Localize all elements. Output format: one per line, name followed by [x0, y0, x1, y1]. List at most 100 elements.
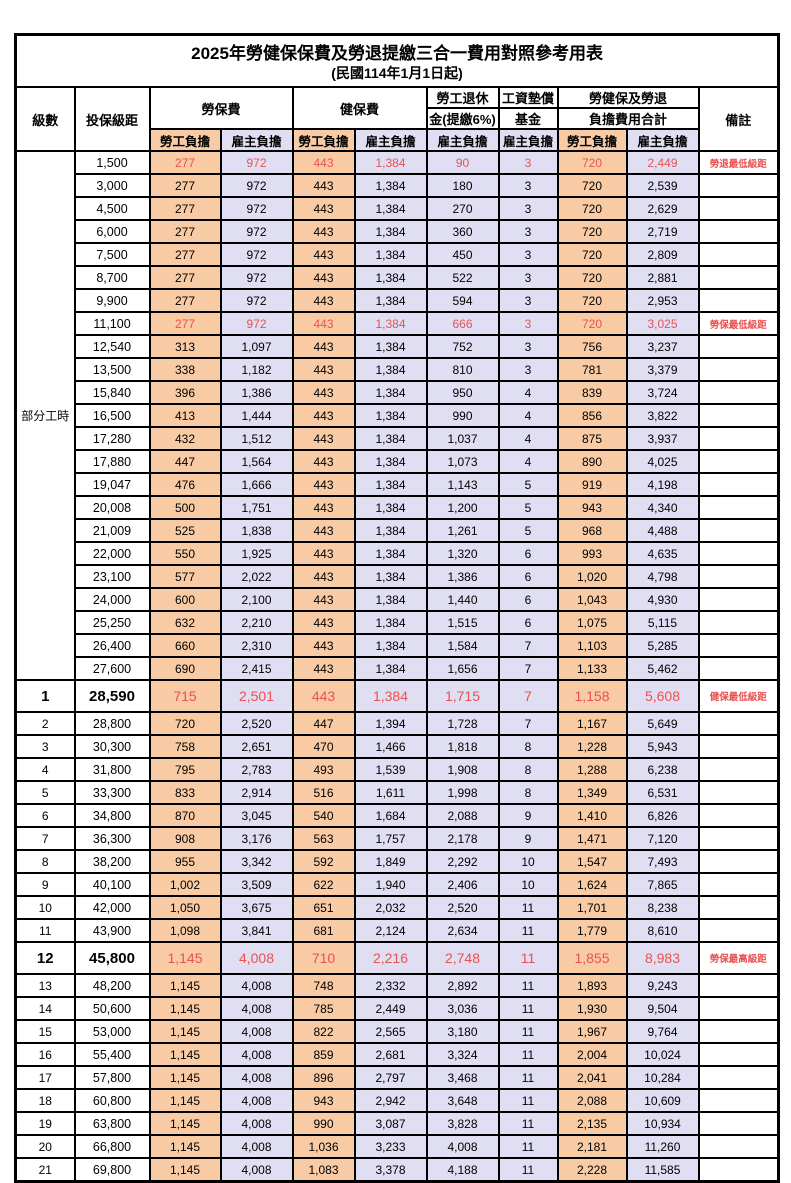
cell-health-employee: 896	[291, 1065, 356, 1090]
cell-labor-employee: 1,145	[148, 996, 222, 1021]
cell-salary: 20,008	[73, 495, 151, 520]
cell-health-employer: 1,384	[353, 357, 428, 382]
cell-salary: 25,250	[73, 610, 151, 635]
cell-fund-employer: 5	[497, 472, 559, 497]
col-header-note: 備註	[697, 86, 780, 152]
cell-note	[697, 288, 780, 313]
cell-note	[697, 633, 780, 658]
cell-total-employer: 2,449	[625, 150, 700, 175]
cell-salary: 21,009	[73, 518, 151, 543]
cell-note	[697, 849, 780, 874]
cell-health-employee: 443	[291, 196, 356, 221]
cell-labor-employee: 1,145	[148, 1157, 222, 1183]
cell-labor-employee: 833	[148, 780, 222, 805]
cell-level: 1	[14, 679, 76, 713]
cell-labor-employer: 4,008	[219, 1111, 294, 1136]
cell-fund-employer: 3	[497, 196, 559, 221]
cell-labor-employer: 2,501	[219, 679, 294, 713]
cell-salary: 1,500	[73, 150, 151, 175]
cell-labor-employer: 4,008	[219, 1157, 294, 1183]
cell-health-employee: 443	[291, 472, 356, 497]
cell-health-employee: 443	[291, 518, 356, 543]
cell-labor-employee: 1,145	[148, 1088, 222, 1113]
cell-health-employee: 443	[291, 265, 356, 290]
cell-labor-employer: 2,520	[219, 711, 294, 736]
cell-health-employee: 651	[291, 895, 356, 920]
table-row: 17,280 432 1,512 443 1,384 1,037 4 875 3,937	[16, 426, 780, 451]
cell-note	[697, 472, 780, 497]
cell-labor-employer: 1,386	[219, 380, 294, 405]
cell-fund-employer: 4	[497, 380, 559, 405]
cell-health-employee: 710	[291, 941, 356, 975]
table-row: 16,500 413 1,444 443 1,384 990 4 856 3,822	[16, 403, 780, 428]
cell-salary: 24,000	[73, 587, 151, 612]
cell-salary: 69,800	[73, 1157, 151, 1183]
cell-total-employee: 720	[556, 311, 628, 336]
cell-labor-employee: 1,145	[148, 941, 222, 975]
cell-fund-employer: 10	[497, 872, 559, 897]
cell-labor-employee: 1,145	[148, 1042, 222, 1067]
cell-labor-employee: 476	[148, 472, 222, 497]
cell-health-employer: 1,384	[353, 495, 428, 520]
page-title: 2025年勞健保保費及勞退提繳三合一費用對照參考用表	[191, 43, 603, 63]
subheader-fund-employer: 雇主負擔	[497, 128, 559, 152]
cell-fund-employer: 11	[497, 996, 559, 1021]
cell-total-employer: 3,937	[625, 426, 700, 451]
subheader-pension-employer: 雇主負擔	[425, 128, 500, 152]
cell-total-employer: 9,764	[625, 1019, 700, 1044]
table-row: 7 36,300 908 3,176 563 1,757 2,178 9 1,471 7,120	[14, 826, 780, 851]
col-header-fund-line1: 工資墊償	[497, 86, 559, 109]
cell-pension-employer: 2,892	[425, 973, 500, 998]
cell-total-employer: 5,285	[625, 633, 700, 658]
cell-salary: 57,800	[73, 1065, 151, 1090]
cell-total-employee: 1,701	[556, 895, 628, 920]
cell-labor-employer: 2,415	[219, 656, 294, 681]
cell-labor-employer: 3,841	[219, 918, 294, 943]
cell-total-employee: 1,075	[556, 610, 628, 635]
cell-total-employer: 7,493	[625, 849, 700, 874]
cell-salary: 50,600	[73, 996, 151, 1021]
cell-level: 15	[14, 1019, 76, 1044]
cell-salary: 63,800	[73, 1111, 151, 1136]
cell-level: 7	[14, 826, 76, 851]
cell-salary: 66,800	[73, 1134, 151, 1159]
table-row: 6,000 277 972 443 1,384 360 3 720 2,719	[16, 219, 780, 244]
cell-pension-employer: 3,036	[425, 996, 500, 1021]
cell-labor-employee: 660	[148, 633, 222, 658]
cell-level: 5	[14, 780, 76, 805]
cell-labor-employer: 1,512	[219, 426, 294, 451]
cell-salary: 17,880	[73, 449, 151, 474]
cell-salary: 27,600	[73, 656, 151, 681]
cell-labor-employee: 720	[148, 711, 222, 736]
cell-pension-employer: 810	[425, 357, 500, 382]
cell-salary: 6,000	[73, 219, 151, 244]
cell-fund-employer: 4	[497, 449, 559, 474]
cell-salary: 13,500	[73, 357, 151, 382]
cell-level: 18	[14, 1088, 76, 1113]
cell-total-employer: 9,243	[625, 973, 700, 998]
cell-pension-employer: 1,656	[425, 656, 500, 681]
cell-total-employer: 6,826	[625, 803, 700, 828]
cell-note	[697, 564, 780, 589]
cell-pension-employer: 4,008	[425, 1134, 500, 1159]
cell-salary: 60,800	[73, 1088, 151, 1113]
cell-level: 12	[14, 941, 76, 975]
cell-note	[697, 334, 780, 359]
cell-labor-employee: 1,145	[148, 973, 222, 998]
cell-health-employee: 443	[291, 173, 356, 198]
cell-total-employee: 919	[556, 472, 628, 497]
cell-pension-employer: 2,634	[425, 918, 500, 943]
cell-health-employer: 1,466	[353, 734, 428, 759]
cell-fund-employer: 6	[497, 564, 559, 589]
cell-note	[697, 656, 780, 681]
cell-total-employer: 10,284	[625, 1065, 700, 1090]
page-subtitle: (民國114年1月1日起)	[331, 65, 463, 82]
cell-total-employee: 1,967	[556, 1019, 628, 1044]
cell-health-employee: 443	[291, 242, 356, 267]
subheader-total-employer: 雇主負擔	[625, 128, 700, 152]
table-body: 部分工時 1,500 277 972 443 1,384 90 3 720 2,449 勞退最低級距…	[14, 150, 780, 1183]
cell-labor-employer: 972	[219, 242, 294, 267]
table-row: 部分工時 1,500 277 972 443 1,384 90 3 720 2,449 勞退最低級距	[14, 150, 780, 681]
cell-salary: 45,800	[73, 941, 151, 975]
cell-pension-employer: 2,520	[425, 895, 500, 920]
